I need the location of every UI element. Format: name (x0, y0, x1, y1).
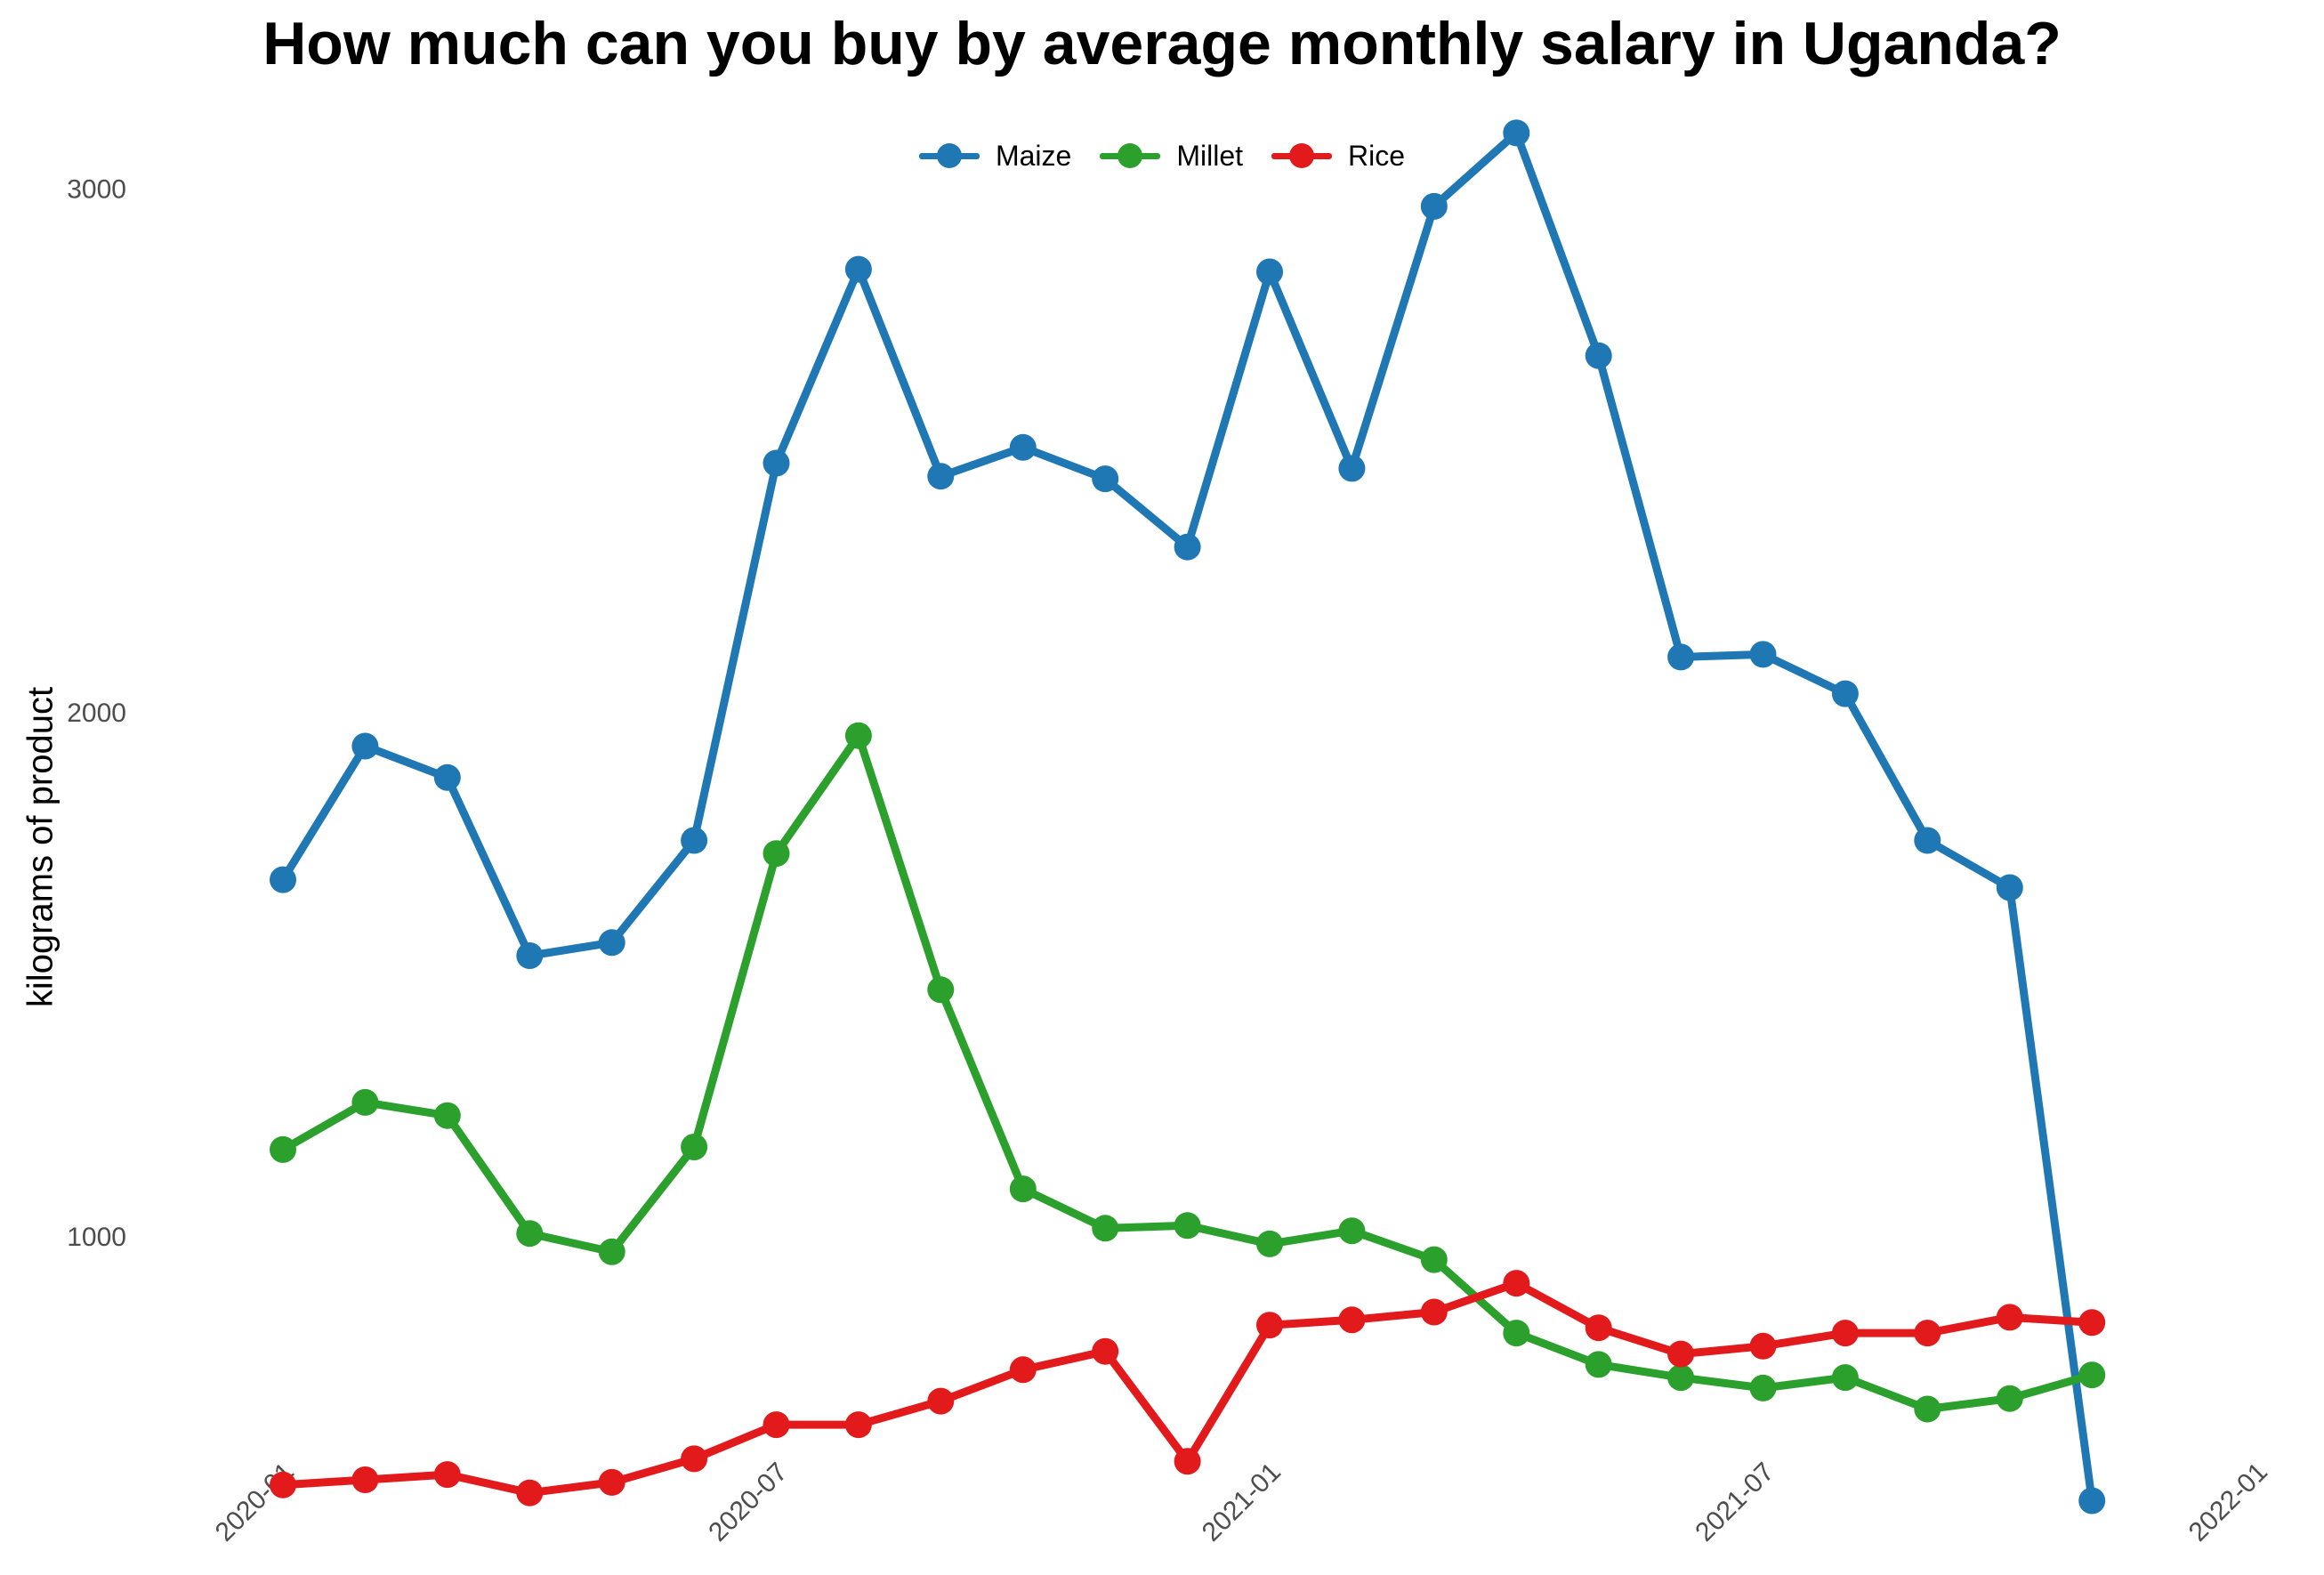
data-point-millet (1585, 1351, 1612, 1378)
data-point-maize (1914, 827, 1941, 854)
x-tick-label: 2020-01 (210, 1458, 300, 1547)
legend-swatch (918, 138, 980, 174)
data-point-millet (351, 1088, 379, 1116)
data-point-millet (1667, 1364, 1695, 1392)
legend-item-maize: Maize (918, 138, 1072, 174)
data-point-maize (1749, 641, 1777, 668)
series-points-millet (270, 722, 2106, 1423)
data-point-maize (598, 929, 625, 957)
series-line-millet (278, 731, 2096, 1413)
data-point-rice (1174, 1448, 1201, 1475)
data-point-millet (2078, 1361, 2106, 1389)
data-point-millet (516, 1220, 544, 1248)
y-tick-label: 2000 (67, 699, 126, 728)
data-point-maize (763, 449, 790, 477)
legend-swatch (1100, 138, 1161, 174)
data-point-rice (2078, 1309, 2106, 1337)
data-point-rice (681, 1445, 708, 1473)
data-point-millet (1503, 1320, 1530, 1347)
data-point-millet (927, 976, 955, 1004)
data-point-maize (1996, 874, 2023, 901)
legend: Maize Millet Rice (0, 133, 2324, 178)
data-point-millet (598, 1238, 625, 1265)
data-point-rice (598, 1468, 625, 1496)
data-point-rice (844, 1411, 872, 1439)
data-point-rice (516, 1479, 544, 1506)
data-point-rice (1749, 1332, 1777, 1360)
data-point-millet (1174, 1212, 1201, 1240)
data-point-millet (681, 1134, 708, 1160)
data-point-rice (1831, 1320, 1859, 1347)
data-point-rice (351, 1466, 379, 1493)
data-point-rice (1914, 1320, 1941, 1347)
legend-item-millet: Millet (1100, 138, 1243, 174)
data-point-maize (1503, 119, 1530, 147)
data-point-millet (1009, 1175, 1037, 1203)
data-point-millet (1749, 1374, 1777, 1401)
data-point-maize (1831, 680, 1859, 707)
data-point-millet (1420, 1246, 1448, 1273)
data-point-maize (270, 866, 296, 893)
data-point-maize (1420, 192, 1448, 220)
data-point-rice (927, 1387, 955, 1415)
data-point-maize (433, 763, 461, 791)
series-line-maize (278, 128, 2096, 1505)
data-point-maize (927, 463, 955, 490)
data-point-millet (270, 1135, 296, 1163)
data-point-rice (1009, 1356, 1037, 1384)
data-point-millet (1092, 1215, 1119, 1242)
data-point-rice (270, 1471, 296, 1498)
data-point-rice (433, 1461, 461, 1489)
data-point-rice (1420, 1298, 1448, 1326)
data-point-millet (844, 722, 872, 749)
data-point-maize (1338, 455, 1366, 482)
x-tick-label: 2021-07 (1690, 1458, 1779, 1547)
data-point-rice (1092, 1337, 1119, 1365)
data-point-maize (844, 255, 872, 283)
data-point-millet (1914, 1395, 1941, 1423)
data-point-rice (1503, 1270, 1530, 1297)
series-points-rice (270, 1270, 2106, 1506)
data-point-rice (1667, 1340, 1695, 1368)
legend-label: Maize (995, 139, 1072, 172)
y-tick-label: 3000 (67, 174, 126, 204)
data-point-millet (433, 1102, 461, 1129)
data-point-millet (1256, 1230, 1283, 1257)
data-point-maize (1256, 258, 1283, 286)
data-point-millet (763, 840, 790, 868)
data-point-millet (1831, 1364, 1859, 1392)
data-point-millet (1338, 1217, 1366, 1245)
legend-swatch (1271, 138, 1332, 174)
data-point-millet (1996, 1385, 2023, 1412)
legend-label: Millet (1176, 139, 1243, 172)
legend-item-rice: Rice (1271, 138, 1405, 174)
data-point-rice (1338, 1306, 1366, 1334)
x-tick-label: 2020-07 (703, 1458, 793, 1547)
data-point-maize (2078, 1487, 2106, 1514)
chart-title: How much can you buy by average monthly … (262, 10, 2062, 77)
data-point-rice (1996, 1304, 2023, 1331)
x-tick-label: 2022-01 (2183, 1458, 2273, 1547)
y-tick-label: 1000 (67, 1223, 126, 1252)
data-point-maize (1585, 342, 1612, 369)
data-point-rice (1256, 1312, 1283, 1339)
data-point-maize (1667, 643, 1695, 671)
series-points-maize (270, 119, 2106, 1514)
data-point-maize (351, 732, 379, 760)
data-point-maize (1009, 433, 1037, 461)
data-point-rice (1585, 1314, 1612, 1342)
legend-label: Rice (1348, 139, 1406, 172)
x-tick-label: 2021-01 (1197, 1458, 1287, 1547)
data-point-maize (681, 827, 708, 854)
data-point-maize (1092, 465, 1119, 493)
data-point-maize (1174, 533, 1201, 561)
data-point-maize (516, 942, 544, 969)
data-point-rice (763, 1411, 790, 1439)
